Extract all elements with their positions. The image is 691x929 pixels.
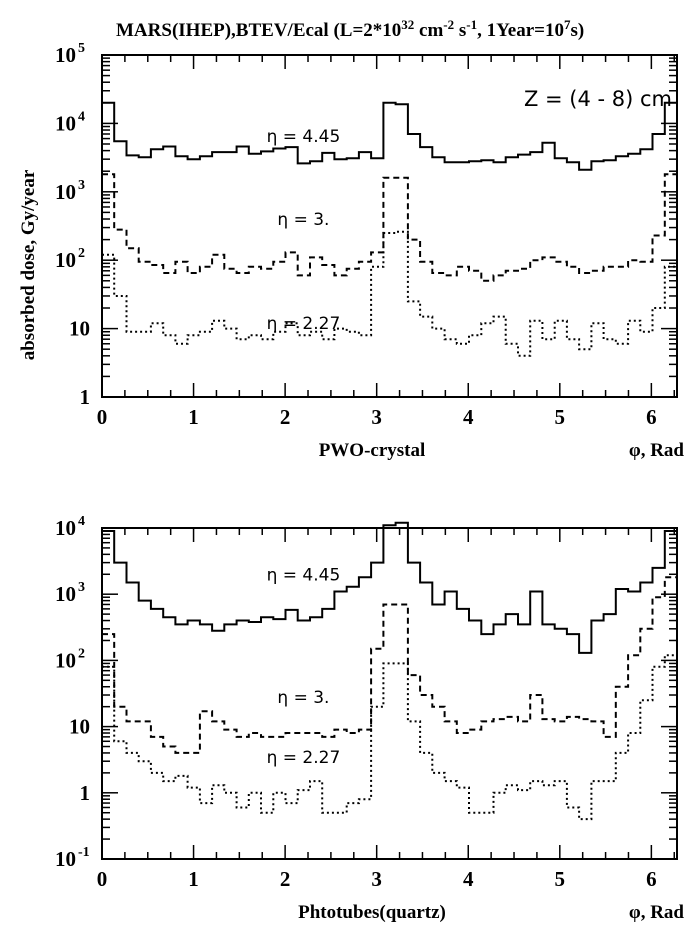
series-label: η = 2.27 — [267, 314, 341, 334]
y-tick-label: 10 — [55, 111, 76, 135]
plot-frame — [101, 527, 678, 860]
x-tick-label: 0 — [97, 405, 108, 429]
chart-title: MARS(IHEP),BTEV/Ecal (L=2*1032 cm-2 s-1,… — [116, 17, 584, 41]
y-tick-label: 1 — [80, 385, 91, 409]
y-tick-label: 10 — [55, 43, 76, 67]
x-tick-label: 3 — [371, 867, 382, 891]
series-line-dashed — [102, 173, 677, 282]
series-label: η = 3. — [277, 688, 329, 708]
series-label: η = 4.45 — [267, 127, 341, 147]
y-tick-label: 10 — [69, 317, 90, 341]
series-line-solid — [102, 101, 677, 171]
x-tick-label: 1 — [188, 405, 199, 429]
x-tick-label: 2 — [280, 405, 291, 429]
x-axis-unit-label: φ, Rad — [629, 440, 685, 461]
y-tick-label: 10 — [55, 648, 76, 672]
y-tick-label: 10 — [55, 248, 76, 272]
x-tick-label: 6 — [646, 867, 657, 891]
x-axis-unit-label: φ, Rad — [629, 902, 685, 923]
x-tick-label: 0 — [97, 867, 108, 891]
series-line-dashed — [102, 576, 677, 754]
x-tick-label: 5 — [555, 867, 566, 891]
y-tick-exponent: 4 — [78, 109, 85, 124]
y-tick-exponent: 4 — [78, 514, 85, 529]
x-axis-label: PWO-crystal — [319, 440, 426, 461]
y-tick-label: 10 — [55, 180, 76, 204]
y-axis-label: absorbed dose, Gy/year — [18, 169, 39, 360]
y-tick-label: 10 — [55, 582, 76, 606]
series-label: η = 2.27 — [267, 748, 341, 768]
x-tick-label: 2 — [280, 867, 291, 891]
y-tick-exponent: -1 — [78, 845, 90, 860]
x-axis-label: Phtotubes(quartz) — [298, 902, 446, 923]
series-line-solid — [102, 521, 677, 654]
plot-frame — [101, 54, 678, 398]
y-tick-exponent: 3 — [78, 178, 85, 193]
y-tick-exponent: 3 — [78, 580, 85, 595]
series-line-dotted — [102, 230, 677, 357]
series-label: η = 3. — [277, 210, 329, 230]
x-tick-label: 4 — [463, 867, 474, 891]
y-tick-label: 10 — [69, 715, 90, 739]
x-tick-label: 5 — [555, 405, 566, 429]
x-tick-label: 6 — [646, 405, 657, 429]
z-range-annotation: Z = (4 - 8) cm — [524, 87, 672, 111]
y-tick-exponent: 2 — [78, 246, 85, 261]
series-line-dotted — [102, 654, 677, 821]
y-tick-exponent: 5 — [78, 41, 85, 56]
y-tick-label: 10 — [55, 516, 76, 540]
y-tick-label: 1 — [80, 781, 91, 805]
x-tick-label: 4 — [463, 405, 474, 429]
y-tick-label: 10 — [55, 847, 76, 871]
x-tick-label: 1 — [188, 867, 199, 891]
x-tick-label: 3 — [371, 405, 382, 429]
y-tick-exponent: 2 — [78, 646, 85, 661]
series-label: η = 4.45 — [267, 565, 341, 585]
